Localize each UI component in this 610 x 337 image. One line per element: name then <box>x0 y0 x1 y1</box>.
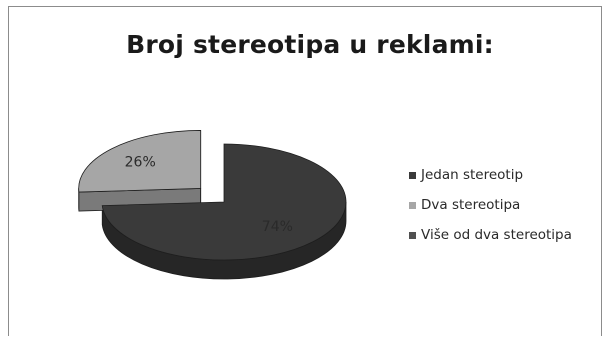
pie-labels: 74% 26% <box>125 154 293 234</box>
pie-data-label-jedan-stereotip: 74% <box>262 219 293 235</box>
legend-swatch <box>409 231 416 239</box>
legend-entry: Dva stereotipa <box>409 190 572 220</box>
pie-tops <box>78 130 347 261</box>
pie-slice-dva-stereotipa <box>78 130 202 193</box>
legend-label: Više od dva stereotipa <box>421 227 572 243</box>
legend-swatch <box>409 201 416 209</box>
chart-title: Broj stereotipa u reklami: <box>126 30 494 59</box>
legend-entry: Više od dva stereotipa <box>409 220 572 250</box>
legend-entry: Jedan stereotip <box>409 160 572 190</box>
pie-slice-jedan-stereotip <box>101 143 347 261</box>
legend: Jedan stereotip Dva stereotipa Više od dva… <box>409 160 572 250</box>
pie-data-label-dva-stereotipa: 26% <box>125 154 156 170</box>
legend-swatch <box>409 171 416 179</box>
legend-label: Jedan stereotip <box>421 167 524 183</box>
legend-label: Dva stereotipa <box>421 197 521 213</box>
